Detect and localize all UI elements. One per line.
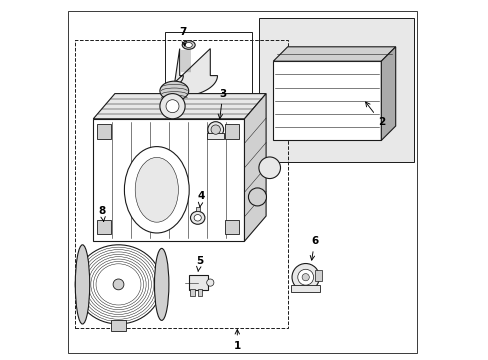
Bar — [224, 220, 239, 234]
Text: 2: 2 — [365, 102, 384, 127]
Text: 4: 4 — [197, 191, 204, 207]
Ellipse shape — [190, 211, 204, 224]
Ellipse shape — [302, 274, 309, 281]
Bar — [206, 133, 224, 139]
Ellipse shape — [297, 269, 313, 285]
Ellipse shape — [207, 122, 223, 138]
Ellipse shape — [75, 245, 162, 324]
Ellipse shape — [160, 81, 188, 101]
Ellipse shape — [160, 94, 185, 119]
Ellipse shape — [135, 157, 178, 222]
Bar — [258, 18, 413, 162]
Bar — [190, 289, 195, 296]
Ellipse shape — [194, 215, 201, 221]
Bar — [224, 124, 239, 139]
Bar — [111, 320, 125, 331]
Ellipse shape — [185, 42, 192, 48]
Bar — [165, 32, 251, 133]
Ellipse shape — [258, 157, 280, 179]
Ellipse shape — [75, 245, 89, 324]
Ellipse shape — [248, 188, 266, 206]
Bar — [291, 285, 320, 292]
Ellipse shape — [291, 264, 319, 291]
Bar — [195, 207, 200, 211]
Polygon shape — [172, 49, 217, 97]
Ellipse shape — [113, 279, 123, 290]
Polygon shape — [93, 94, 265, 119]
Bar — [93, 119, 244, 241]
Ellipse shape — [211, 125, 220, 134]
Text: 3: 3 — [218, 89, 226, 119]
Ellipse shape — [182, 41, 195, 49]
Ellipse shape — [166, 100, 179, 113]
Text: 1: 1 — [233, 330, 241, 351]
Bar — [97, 124, 111, 139]
Polygon shape — [244, 94, 265, 241]
Bar — [75, 40, 287, 328]
Text: 6: 6 — [309, 236, 318, 260]
Ellipse shape — [154, 248, 168, 320]
Bar — [314, 270, 321, 281]
Text: 8: 8 — [99, 206, 106, 221]
Text: 5: 5 — [196, 256, 203, 271]
Polygon shape — [381, 47, 395, 140]
Bar — [197, 289, 202, 296]
Ellipse shape — [124, 147, 189, 233]
Bar — [273, 61, 381, 140]
Polygon shape — [273, 47, 395, 61]
Text: 7: 7 — [179, 27, 186, 46]
Ellipse shape — [206, 279, 213, 286]
Bar — [97, 220, 111, 234]
Bar — [188, 275, 208, 290]
